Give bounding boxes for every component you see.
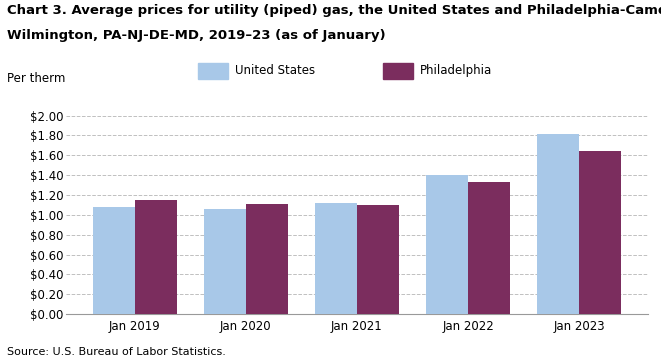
Bar [426,175,468,314]
Bar [315,203,357,314]
Bar [537,134,579,314]
Bar [357,205,399,314]
Bar [579,151,621,314]
Bar [204,209,246,314]
Bar [468,182,510,314]
Text: Per therm: Per therm [7,72,65,85]
Text: Source: U.S. Bureau of Labor Statistics.: Source: U.S. Bureau of Labor Statistics. [7,347,225,357]
Text: Wilmington, PA-NJ-DE-MD, 2019–23 (as of January): Wilmington, PA-NJ-DE-MD, 2019–23 (as of … [7,29,385,42]
Text: United States: United States [235,64,315,77]
Bar [246,204,288,314]
Bar [93,207,135,314]
Bar [135,200,177,314]
Text: Chart 3. Average prices for utility (piped) gas, the United States and Philadelp: Chart 3. Average prices for utility (pip… [7,4,661,17]
Text: Philadelphia: Philadelphia [420,64,492,77]
